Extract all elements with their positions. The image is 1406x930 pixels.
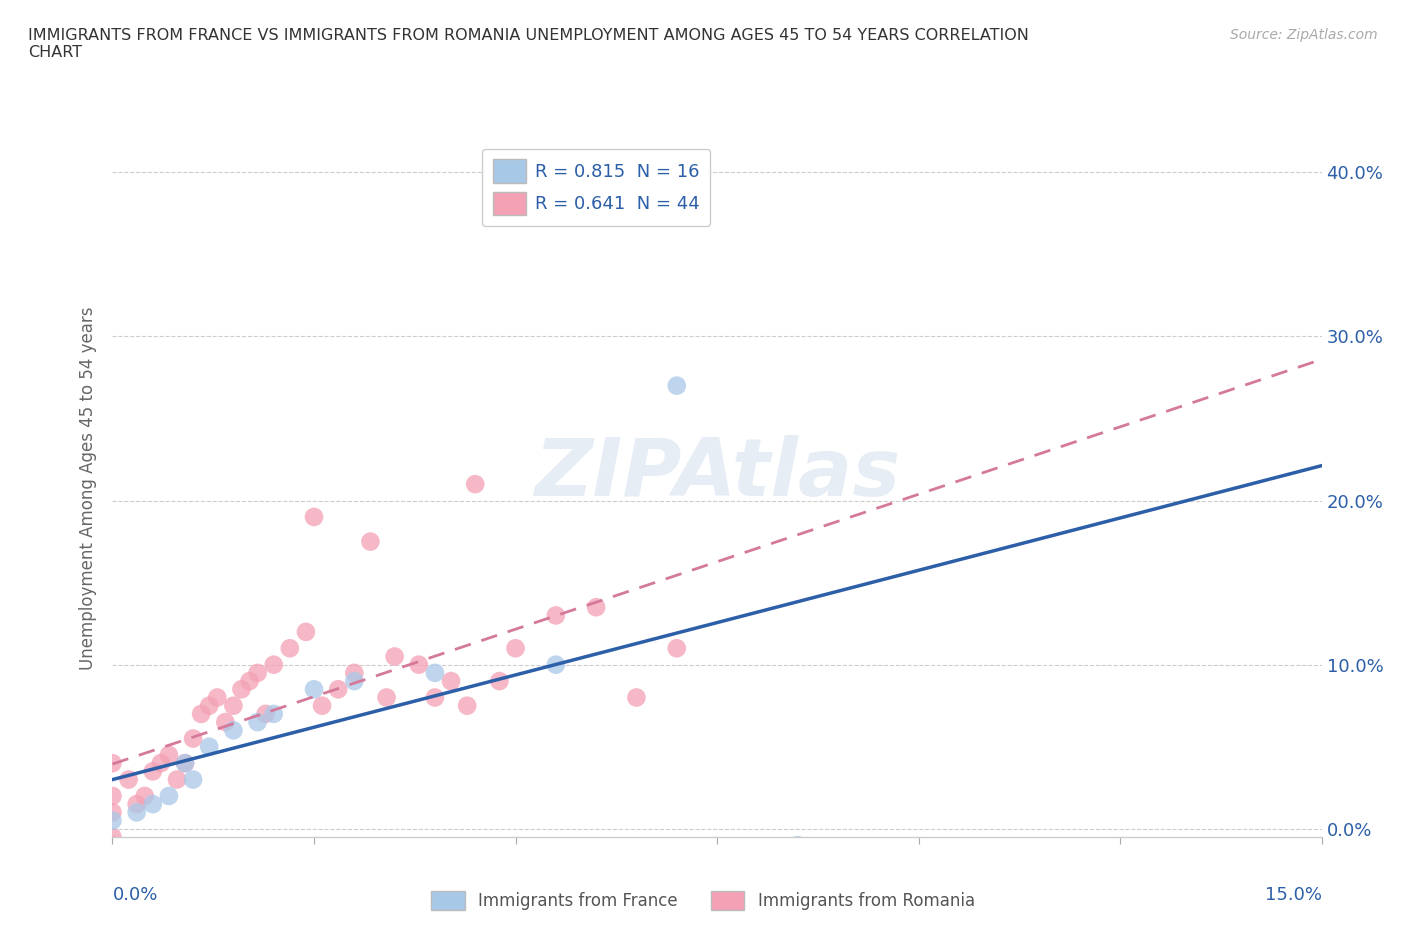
Point (142, 797, 165, 812)
Point (311, 698, 333, 713)
Point (384, 649, 406, 664)
Point (190, 707, 212, 722)
Point (198, 698, 221, 713)
Point (626, 690, 648, 705)
Point (181, 731, 204, 746)
Point (505, 641, 527, 656)
Point (134, 789, 156, 804)
Point (665, 379, 688, 393)
Point (125, 797, 148, 812)
Legend: Immigrants from France, Immigrants from Romania: Immigrants from France, Immigrants from … (425, 884, 981, 917)
Point (117, 772, 139, 787)
Point (328, 682, 350, 697)
Point (101, 756, 124, 771)
Point (585, 600, 607, 615)
Point (246, 666, 269, 681)
Point (359, 534, 381, 549)
Point (222, 723, 245, 737)
Point (149, 756, 172, 771)
Point (440, 673, 463, 688)
Point (101, 830, 124, 844)
Point (302, 682, 325, 697)
Point (544, 658, 567, 672)
Point (263, 707, 285, 722)
Point (101, 838, 124, 853)
Point (423, 690, 446, 705)
Point (101, 813, 124, 828)
Point (207, 690, 229, 705)
Point (254, 707, 277, 722)
Point (544, 608, 567, 623)
Point (101, 805, 124, 820)
Text: 15.0%: 15.0% (1264, 885, 1322, 904)
Y-axis label: Unemployment Among Ages 45 to 54 years: Unemployment Among Ages 45 to 54 years (79, 307, 97, 670)
Text: IMMIGRANTS FROM FRANCE VS IMMIGRANTS FROM ROMANIA UNEMPLOYMENT AMONG AGES 45 TO : IMMIGRANTS FROM FRANCE VS IMMIGRANTS FRO… (28, 28, 1029, 60)
Point (181, 772, 204, 787)
Text: ZIPAtlas: ZIPAtlas (534, 435, 900, 513)
Point (295, 624, 318, 639)
Point (665, 641, 688, 656)
Point (456, 698, 478, 713)
Point (238, 673, 260, 688)
Point (166, 772, 188, 787)
Point (423, 666, 446, 681)
Point (343, 673, 366, 688)
Point (174, 756, 197, 771)
Text: Source: ZipAtlas.com: Source: ZipAtlas.com (1230, 28, 1378, 42)
Point (278, 641, 301, 656)
Point (157, 789, 180, 804)
Legend: R = 0.815  N = 16, R = 0.641  N = 44: R = 0.815 N = 16, R = 0.641 N = 44 (482, 149, 710, 226)
Point (246, 714, 269, 729)
Point (101, 789, 124, 804)
Point (222, 698, 245, 713)
Point (125, 805, 148, 820)
Point (263, 658, 285, 672)
Point (786, 838, 808, 853)
Point (198, 739, 221, 754)
Point (302, 510, 325, 525)
Point (488, 673, 510, 688)
Point (408, 658, 430, 672)
Text: 0.0%: 0.0% (112, 885, 157, 904)
Point (343, 666, 366, 681)
Point (214, 714, 236, 729)
Point (142, 764, 165, 778)
Point (231, 682, 253, 697)
Point (174, 756, 197, 771)
Point (375, 690, 398, 705)
Point (157, 748, 180, 763)
Point (464, 477, 486, 492)
